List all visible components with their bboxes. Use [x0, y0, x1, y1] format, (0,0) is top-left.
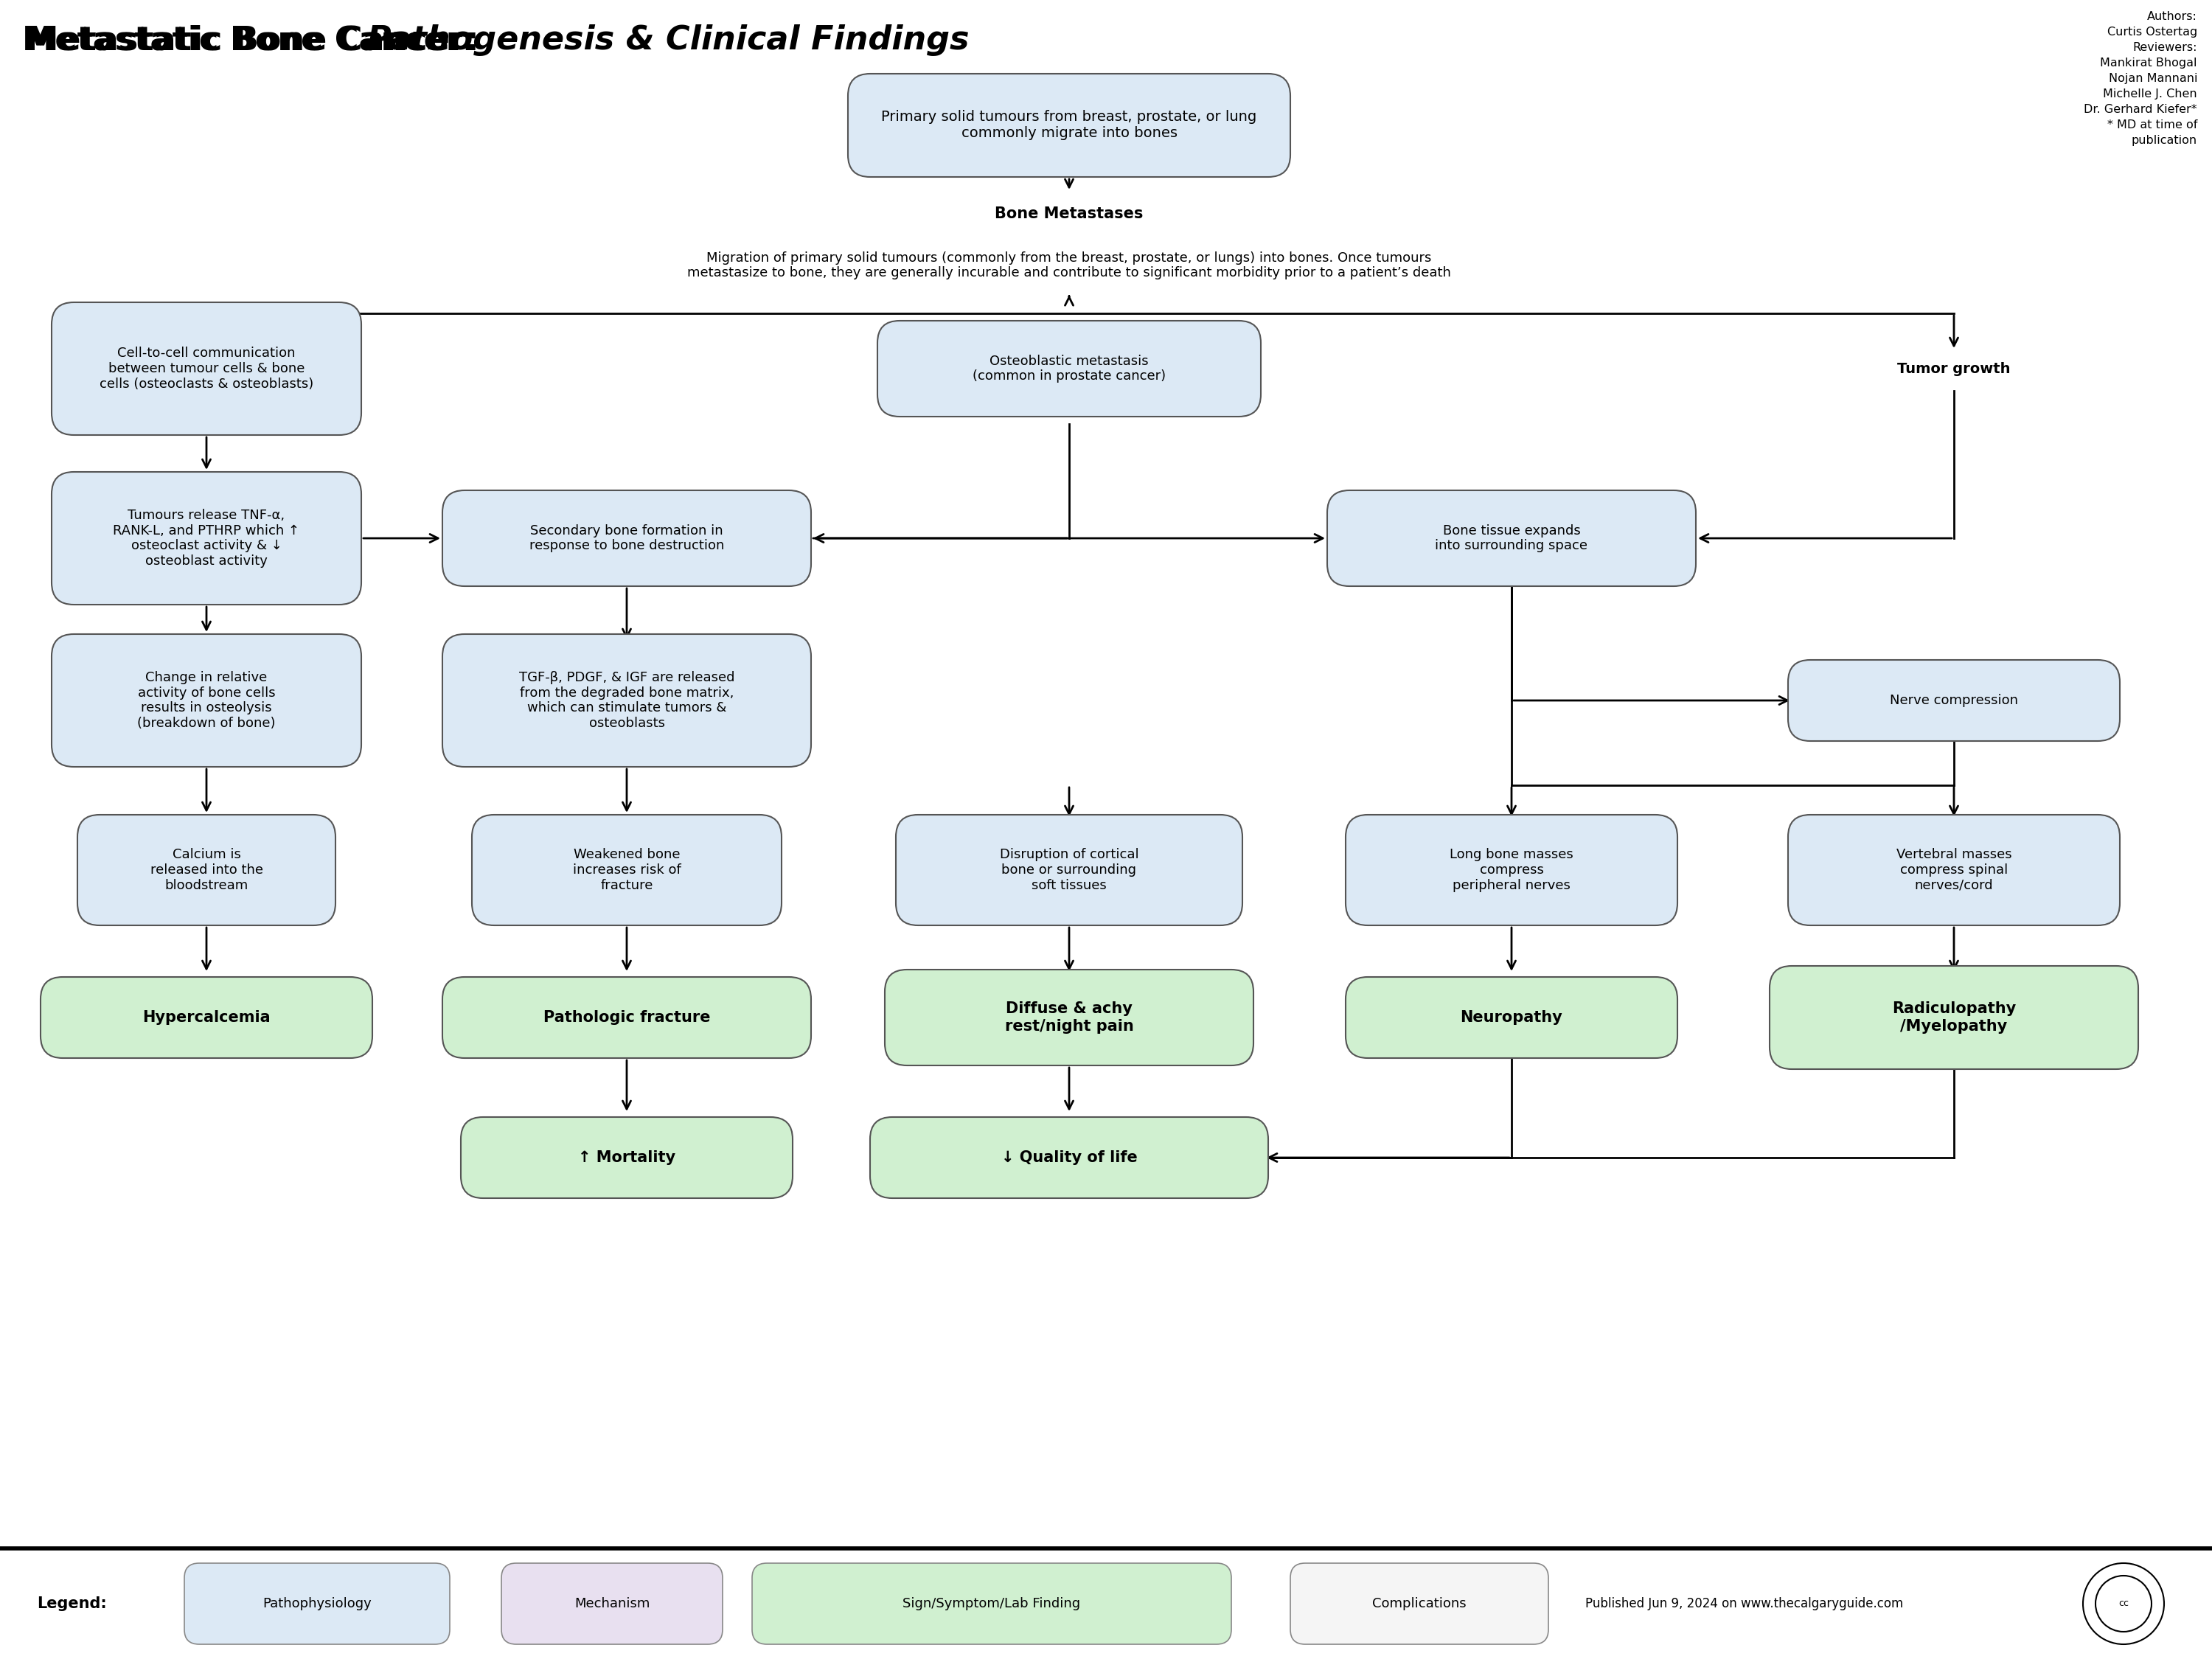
FancyBboxPatch shape — [40, 977, 372, 1058]
FancyBboxPatch shape — [502, 1563, 723, 1644]
Text: Change in relative
activity of bone cells
results in osteolysis
(breakdown of bo: Change in relative activity of bone cell… — [137, 670, 276, 730]
FancyBboxPatch shape — [1327, 491, 1697, 586]
FancyBboxPatch shape — [1345, 815, 1677, 926]
Text: Primary solid tumours from breast, prostate, or lung
commonly migrate into bones: Primary solid tumours from breast, prost… — [880, 109, 1256, 141]
Text: Metastatic Bone Cancer:: Metastatic Bone Cancer: — [27, 25, 491, 56]
Text: Legend:: Legend: — [38, 1596, 106, 1611]
FancyBboxPatch shape — [1787, 660, 2119, 742]
Text: Osteoblastic metastasis
(common in prostate cancer): Osteoblastic metastasis (common in prost… — [973, 355, 1166, 383]
FancyBboxPatch shape — [51, 471, 361, 604]
Text: Bone Metastases: Bone Metastases — [995, 206, 1144, 221]
Text: Pathologic fracture: Pathologic fracture — [544, 1010, 710, 1025]
FancyBboxPatch shape — [460, 1117, 792, 1198]
FancyBboxPatch shape — [51, 302, 361, 435]
FancyBboxPatch shape — [1770, 966, 2139, 1068]
Text: Weakened bone
increases risk of
fracture: Weakened bone increases risk of fracture — [573, 848, 681, 893]
FancyBboxPatch shape — [896, 815, 1243, 926]
Text: Authors:
Curtis Ostertag
Reviewers:
Mankirat Bhogal
Nojan Mannani
Michelle J. Ch: Authors: Curtis Ostertag Reviewers: Mank… — [2084, 12, 2197, 146]
FancyBboxPatch shape — [442, 634, 812, 766]
Text: Neuropathy: Neuropathy — [1460, 1010, 1562, 1025]
Text: Long bone masses
compress
peripheral nerves: Long bone masses compress peripheral ner… — [1449, 848, 1573, 893]
Text: Cell-to-cell communication
between tumour cells & bone
cells (osteoclasts & oste: Cell-to-cell communication between tumou… — [100, 347, 314, 390]
FancyBboxPatch shape — [184, 1563, 449, 1644]
Text: Published Jun 9, 2024 on www.thecalgaryguide.com: Published Jun 9, 2024 on www.thecalgaryg… — [1586, 1598, 1902, 1611]
FancyBboxPatch shape — [752, 1563, 1232, 1644]
Text: Vertebral masses
compress spinal
nerves/cord: Vertebral masses compress spinal nerves/… — [1896, 848, 2011, 893]
Text: Pathogenesis & Clinical Findings: Pathogenesis & Clinical Findings — [367, 25, 969, 56]
FancyBboxPatch shape — [1345, 977, 1677, 1058]
Text: Secondary bone formation in
response to bone destruction: Secondary bone formation in response to … — [529, 524, 723, 552]
Text: cc: cc — [2119, 1599, 2128, 1609]
Text: Metastatic Bone Cancer:: Metastatic Bone Cancer: — [22, 25, 487, 56]
FancyBboxPatch shape — [442, 491, 812, 586]
FancyBboxPatch shape — [1787, 815, 2119, 926]
FancyBboxPatch shape — [51, 634, 361, 766]
Text: TGF-β, PDGF, & IGF are released
from the degraded bone matrix,
which can stimula: TGF-β, PDGF, & IGF are released from the… — [520, 670, 734, 730]
FancyBboxPatch shape — [847, 73, 1290, 178]
Text: Hypercalcemia: Hypercalcemia — [142, 1010, 270, 1025]
FancyBboxPatch shape — [1290, 1563, 1548, 1644]
Text: Complications: Complications — [1371, 1598, 1467, 1611]
Text: Tumours release TNF-α,
RANK-L, and PTHRP which ↑
osteoclast activity & ↓
osteobl: Tumours release TNF-α, RANK-L, and PTHRP… — [113, 509, 301, 567]
Text: Diffuse & achy
rest/night pain: Diffuse & achy rest/night pain — [1004, 1002, 1133, 1034]
FancyBboxPatch shape — [442, 977, 812, 1058]
FancyBboxPatch shape — [77, 815, 336, 926]
Text: Sign/Symptom/Lab Finding: Sign/Symptom/Lab Finding — [902, 1598, 1082, 1611]
Text: Calcium is
released into the
bloodstream: Calcium is released into the bloodstream — [150, 848, 263, 893]
Text: Pathophysiology: Pathophysiology — [263, 1598, 372, 1611]
FancyBboxPatch shape — [885, 969, 1254, 1065]
Text: ↑ Mortality: ↑ Mortality — [577, 1150, 675, 1165]
Text: Bone tissue expands
into surrounding space: Bone tissue expands into surrounding spa… — [1436, 524, 1588, 552]
FancyBboxPatch shape — [471, 815, 781, 926]
FancyBboxPatch shape — [878, 320, 1261, 416]
Text: Disruption of cortical
bone or surrounding
soft tissues: Disruption of cortical bone or surroundi… — [1000, 848, 1139, 893]
FancyBboxPatch shape — [869, 1117, 1267, 1198]
Text: ↓ Quality of life: ↓ Quality of life — [1002, 1150, 1137, 1165]
Text: Tumor growth: Tumor growth — [1898, 362, 2011, 375]
Text: Nerve compression: Nerve compression — [1889, 693, 2017, 707]
Text: Radiculopathy
/Myelopathy: Radiculopathy /Myelopathy — [1891, 1002, 2015, 1034]
Text: Mechanism: Mechanism — [575, 1598, 650, 1611]
Text: Migration of primary solid tumours (commonly from the breast, prostate, or lungs: Migration of primary solid tumours (comm… — [688, 251, 1451, 280]
